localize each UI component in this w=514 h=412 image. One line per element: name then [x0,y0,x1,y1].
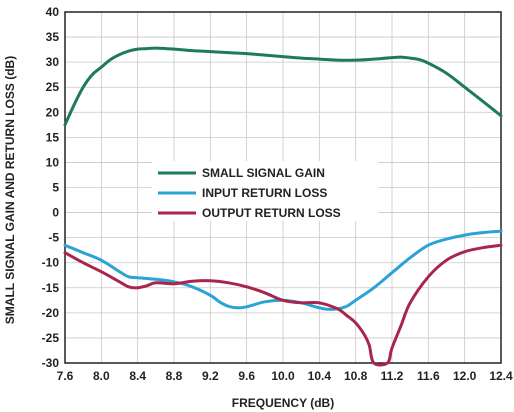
y-tick-label: 5 [52,181,59,195]
y-tick-label: 0 [52,206,59,220]
y-tick-label: 10 [46,155,60,169]
x-tick-labels: 7.6 8.0 8.4 8.8 9.2 9.6 10.0 10.4 10.8 11.2 11.6 12… [57,369,513,383]
y-tick-label: -5 [48,231,59,245]
y-tick-label: -15 [42,281,60,295]
x-tick-label: 10.8 [344,369,368,383]
legend: SMALL SIGNAL GAIN INPUT RETURN LOSS OUTP… [152,161,378,221]
legend-label-output-return-loss: OUTPUT RETURN LOSS [202,206,341,220]
x-tick-label: 8.8 [166,369,183,383]
y-tick-label: 30 [46,55,60,69]
x-tick-label: 10.0 [271,369,295,383]
legend-label-input-return-loss: INPUT RETURN LOSS [202,186,327,200]
x-tick-label: 12.4 [489,369,513,383]
x-tick-label: 11.2 [381,369,404,383]
y-tick-label: -30 [42,356,60,370]
y-tick-label: -20 [42,306,60,320]
series-line-input-return-loss [63,229,503,311]
y-tick-label: 25 [46,80,60,94]
y-tick-label: 35 [46,30,60,44]
x-tick-label: 12.0 [453,369,477,383]
x-tick-label: 11.6 [417,369,440,383]
x-tick-label: 8.0 [93,369,110,383]
grid [65,12,501,363]
x-tick-label: 10.4 [308,369,332,383]
series-line-small-signal-gain [63,46,503,127]
x-tick-label: 9.6 [238,369,255,383]
legend-label-small-signal-gain: SMALL SIGNAL GAIN [202,166,325,180]
series-line-output-return-loss [63,243,503,367]
y-axis-title: SMALL SIGNAL GAIN AND RETURN LOSS (dB) [3,56,17,324]
plot-frame [64,11,502,364]
x-tick-label: 8.4 [129,369,146,383]
y-tick-labels: 40 35 30 25 20 15 10 5 0 -5 -10 -15 -20 -25 -30 [42,5,60,370]
x-axis-title: FREQUENCY (dB) [232,396,334,410]
x-tick-label: 7.6 [57,369,74,383]
y-tick-label: 40 [46,5,60,19]
x-tick-label: 9.2 [202,369,219,383]
y-tick-label: -25 [42,331,60,345]
y-tick-label: -10 [42,256,60,270]
y-tick-label: 20 [46,105,60,119]
y-tick-label: 15 [46,130,60,144]
series-lines [63,46,503,367]
legend-box [152,161,378,221]
